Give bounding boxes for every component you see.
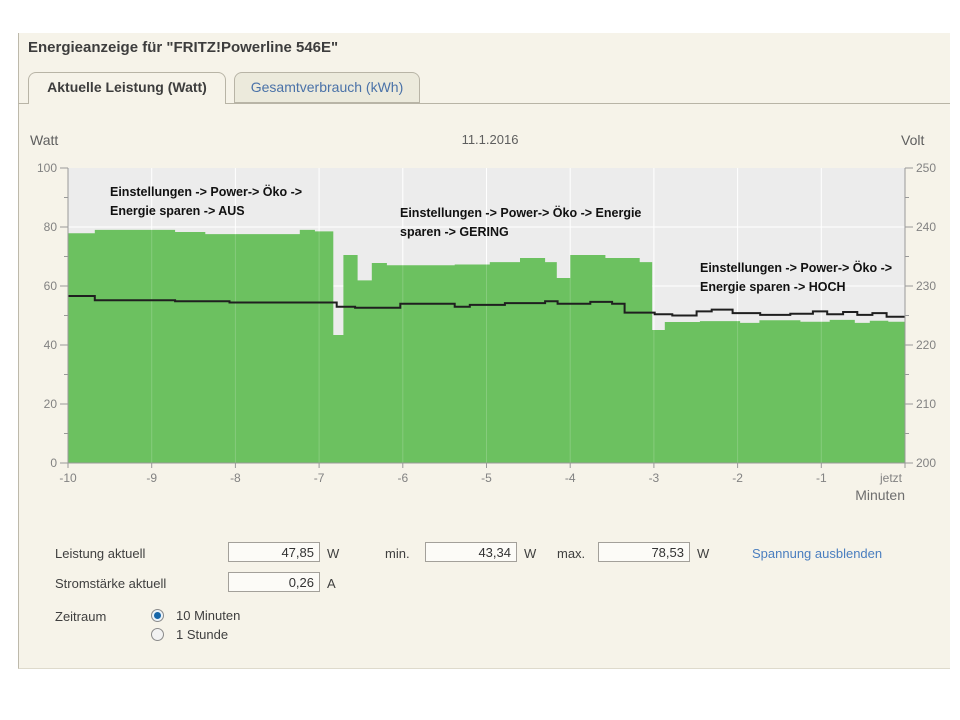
watt-tick-label: 40 — [44, 338, 58, 352]
volt-tick-label: 230 — [916, 279, 936, 293]
max-label: max. — [557, 546, 586, 561]
x-tick-label: -3 — [649, 471, 660, 485]
volt-tick-label: 250 — [916, 161, 936, 175]
leistung-aktuell-field[interactable] — [228, 542, 320, 562]
x-tick-label: -1 — [816, 471, 827, 485]
tab-aktuelle-leistung[interactable]: Aktuelle Leistung (Watt) — [28, 72, 226, 104]
radio-1-stunde-label[interactable]: 1 Stunde — [176, 627, 229, 642]
volt-tick-label: 240 — [916, 220, 936, 234]
chart-date: 11.1.2016 — [461, 132, 519, 147]
spannung-ausblenden-link[interactable]: Spannung ausblenden — [752, 546, 883, 561]
leistung-aktuell-label: Leistung aktuell — [55, 546, 146, 561]
x-tick-label: -4 — [565, 471, 576, 485]
strom-unit: A — [327, 576, 336, 591]
min-field[interactable] — [425, 542, 517, 562]
tab-gesamtverbrauch-label: Gesamtverbrauch (kWh) — [250, 79, 404, 95]
power-chart: 0 20 40 60 80 100 200 210 220 230 240 250 -10 -9 -8 -7 -… — [37, 161, 936, 485]
annotation-gering-line1: Einstellungen -> Power-> Öko -> Energie — [400, 206, 642, 220]
radio-1-stunde[interactable] — [151, 628, 164, 641]
tab-aktuelle-leistung-label: Aktuelle Leistung (Watt) — [47, 79, 207, 95]
volt-tick-label: 210 — [916, 397, 936, 411]
x-tick-label: jetzt — [879, 471, 903, 485]
volt-axis-caption: Volt — [901, 132, 925, 148]
min-unit: W — [524, 546, 537, 561]
x-tick-label: -10 — [59, 471, 77, 485]
leistung-unit: W — [327, 546, 340, 561]
tab-gesamtverbrauch[interactable]: Gesamtverbrauch (kWh) — [234, 72, 420, 103]
stromstaerke-field[interactable] — [228, 572, 320, 592]
watt-tick-label: 0 — [50, 456, 57, 470]
radio-10-minuten-label[interactable]: 10 Minuten — [176, 608, 241, 623]
annotation-hoch: Einstellungen -> Power-> Öko -> Energie … — [700, 259, 892, 297]
stromstaerke-label: Stromstärke aktuell — [55, 576, 167, 591]
x-tick-label: -7 — [314, 471, 325, 485]
watt-axis-caption: Watt — [30, 132, 59, 148]
x-tick-label: -9 — [146, 471, 157, 485]
min-label: min. — [385, 546, 410, 561]
max-field[interactable] — [598, 542, 690, 562]
volt-tick-label: 220 — [916, 338, 936, 352]
power-area-series — [68, 229, 905, 463]
tab-divider — [18, 103, 950, 104]
annotation-aus-line2: Energie sparen -> AUS — [110, 204, 245, 218]
x-tick-label: -5 — [481, 471, 492, 485]
x-axis-unit-label: Minuten — [855, 487, 905, 503]
zeitraum-label: Zeitraum — [55, 609, 107, 624]
volt-tick-label: 200 — [916, 456, 936, 470]
x-tick-label: -8 — [230, 471, 241, 485]
x-tick-label: -6 — [397, 471, 408, 485]
annotation-hoch-line2: Energie sparen -> HOCH — [700, 280, 846, 294]
max-unit: W — [697, 546, 710, 561]
watt-tick-label: 60 — [44, 279, 58, 293]
x-tick-label: -2 — [732, 471, 743, 485]
annotation-hoch-line1: Einstellungen -> Power-> Öko -> — [700, 261, 893, 275]
annotation-aus-line1: Einstellungen -> Power-> Öko -> — [110, 185, 303, 199]
radio-10-minuten[interactable] — [151, 609, 164, 622]
page-title: Energieanzeige für "FRITZ!Powerline 546E… — [28, 39, 339, 56]
voltage-line-series — [68, 295, 905, 318]
watt-tick-label: 100 — [37, 161, 57, 175]
annotation-aus: Einstellungen -> Power-> Öko -> Energie … — [110, 183, 302, 221]
watt-tick-label: 80 — [44, 220, 58, 234]
annotation-gering: Einstellungen -> Power-> Öko -> Energie … — [400, 204, 641, 242]
watt-tick-label: 20 — [44, 397, 58, 411]
annotation-gering-line2: sparen -> GERING — [400, 225, 509, 239]
